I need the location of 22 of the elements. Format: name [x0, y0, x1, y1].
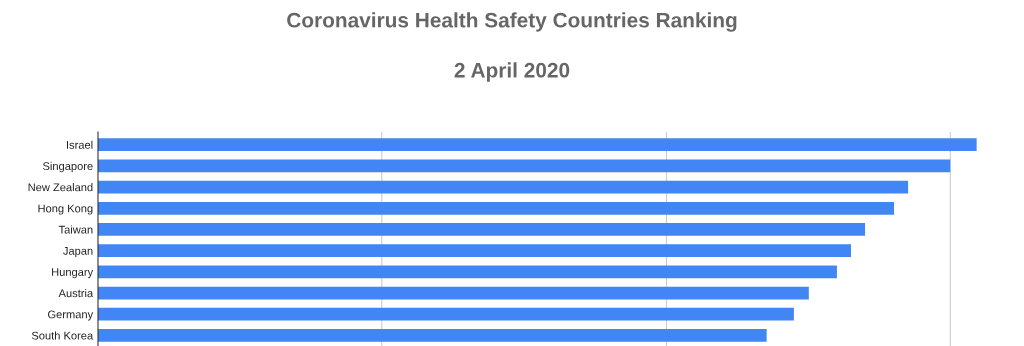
bar — [98, 180, 909, 194]
y-tick-label: Hong Kong — [38, 204, 93, 215]
bar — [98, 307, 794, 321]
y-tick-label: Israel — [67, 140, 93, 149]
y-tick-label: South Korea — [31, 331, 94, 340]
bar — [98, 244, 851, 258]
y-tick-label: Hungary — [52, 268, 94, 279]
y-tick-label: Taiwan — [58, 225, 93, 234]
y-tick-label: Japan — [63, 247, 93, 257]
bar — [98, 286, 809, 300]
bar — [98, 265, 837, 279]
bar — [98, 223, 866, 236]
chart-subtitle: 2 April 2020 — [454, 62, 570, 82]
y-tick-label: Austria — [58, 289, 94, 298]
bar — [98, 329, 767, 342]
chart-title: Coronavirus Health Safety Countries Ranking — [287, 12, 737, 32]
y-tick-label: New Zealand — [28, 183, 93, 192]
bar — [98, 138, 977, 152]
y-tick-label: Singapore — [42, 161, 93, 173]
y-tick-label: Germany — [48, 310, 94, 321]
bar — [98, 201, 895, 215]
bar — [98, 159, 951, 173]
